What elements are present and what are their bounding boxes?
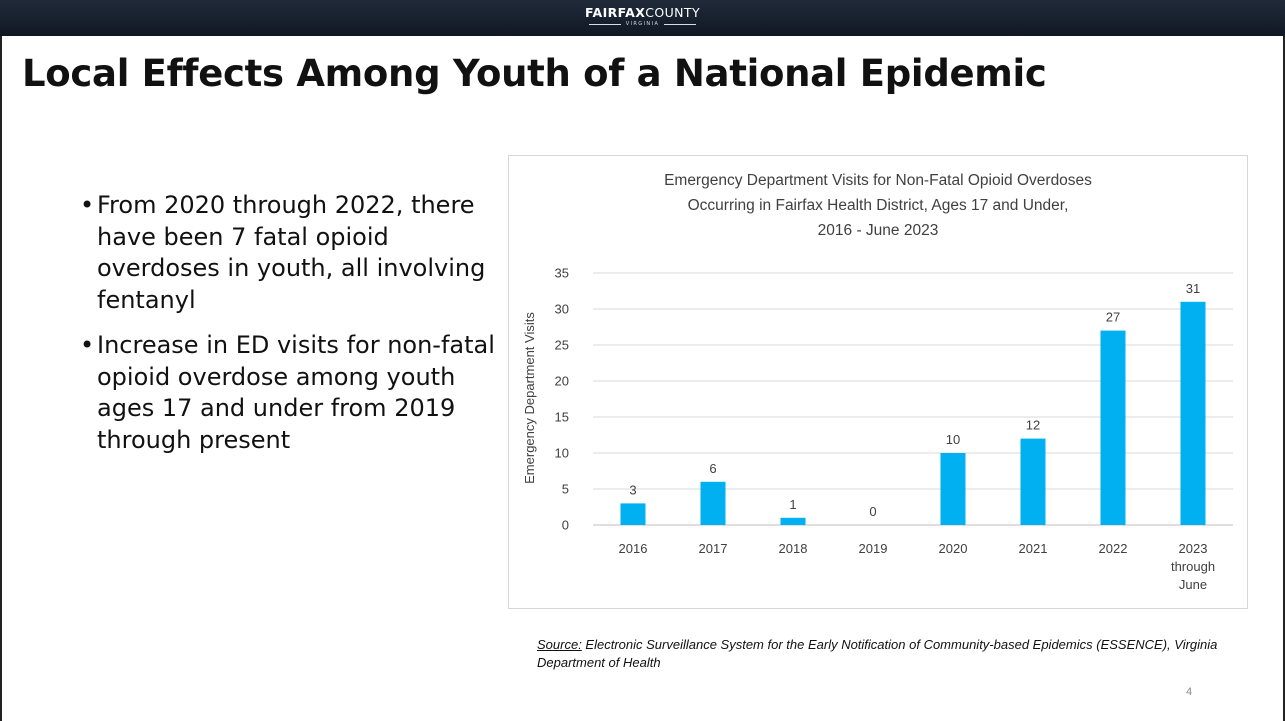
bullet-list: From 2020 through 2022, there have been …	[80, 190, 508, 470]
data-label-2021: 12	[1026, 418, 1040, 433]
source-text: Electronic Surveillance System for the E…	[537, 637, 1218, 670]
y-tick-label-30: 30	[555, 302, 569, 317]
y-tick-label-35: 35	[555, 266, 569, 281]
y-tick-label-20: 20	[555, 374, 569, 389]
bar-chart: Emergency Department Visits for Non-Fata…	[522, 172, 1233, 592]
data-label-2022: 27	[1106, 310, 1120, 325]
bar-2020	[940, 453, 966, 525]
logo-rule-left	[589, 24, 621, 25]
y-tick-label-25: 25	[555, 338, 569, 353]
logo-word-fairfax: FAIRFAX	[584, 5, 646, 20]
data-label-2023-through-june: 31	[1186, 281, 1200, 296]
data-label-2019: 0	[869, 504, 876, 519]
x-tick-label-2016: 2016	[619, 541, 648, 556]
bar-2021	[1020, 438, 1046, 525]
bar-2023-through-june	[1180, 301, 1206, 525]
chart-title-line-1: Emergency Department Visits for Non-Fata…	[664, 172, 1092, 189]
bar-2022	[1100, 330, 1126, 525]
x-tick-label-2023-through-june: 2023	[1179, 541, 1208, 556]
chart-title-line-3: 2016 - June 2023	[818, 222, 939, 239]
slide-border-right	[1283, 36, 1285, 721]
x-tick-label-2023-through-june-line-2: through	[1171, 559, 1215, 574]
slide-number: 4	[1186, 686, 1193, 698]
x-tick-label-2020: 2020	[939, 541, 968, 556]
x-tick-label-2017: 2017	[699, 541, 728, 556]
bar-2017	[700, 481, 726, 525]
fairfax-county-logo: FAIRFAXCOUNTY	[0, 6, 1285, 20]
data-label-2018: 1	[789, 497, 796, 512]
y-axis-label: Emergency Department Visits	[522, 312, 537, 484]
x-tick-label-2021: 2021	[1019, 541, 1048, 556]
slide-title: Local Effects Among Youth of a National …	[22, 52, 1047, 95]
bullet-item-fatal-overdoses: From 2020 through 2022, there have been …	[80, 190, 508, 316]
data-label-2020: 10	[946, 432, 960, 447]
x-tick-label-2018: 2018	[779, 541, 808, 556]
slide-border-left	[0, 36, 2, 721]
logo-word-virginia: VIRGINIA	[625, 21, 660, 27]
x-tick-label-2023-through-june-line-3: June	[1179, 577, 1207, 592]
y-tick-label-15: 15	[555, 410, 569, 425]
y-tick-label-0: 0	[562, 518, 569, 533]
bar-2016	[620, 503, 646, 525]
source-label: Source:	[537, 637, 582, 652]
y-tick-label-5: 5	[562, 482, 569, 497]
chart-title-line-2: Occurring in Fairfax Health District, Ag…	[688, 197, 1069, 214]
logo-rule-right	[664, 24, 696, 25]
x-tick-label-2022: 2022	[1099, 541, 1128, 556]
data-label-2017: 6	[709, 461, 716, 476]
data-label-2016: 3	[629, 482, 636, 497]
chart-container: Emergency Department Visits for Non-Fata…	[508, 155, 1248, 609]
source-note: Source: Electronic Surveillance System f…	[537, 636, 1237, 672]
bar-2018	[780, 517, 806, 525]
header-bar: FAIRFAXCOUNTY VIRGINIA	[0, 0, 1285, 36]
bullet-item-ed-visits-increase: Increase in ED visits for non-fatal opio…	[80, 330, 508, 456]
x-tick-label-2019: 2019	[859, 541, 888, 556]
logo-word-county: COUNTY	[645, 5, 701, 20]
y-tick-label-10: 10	[555, 446, 569, 461]
